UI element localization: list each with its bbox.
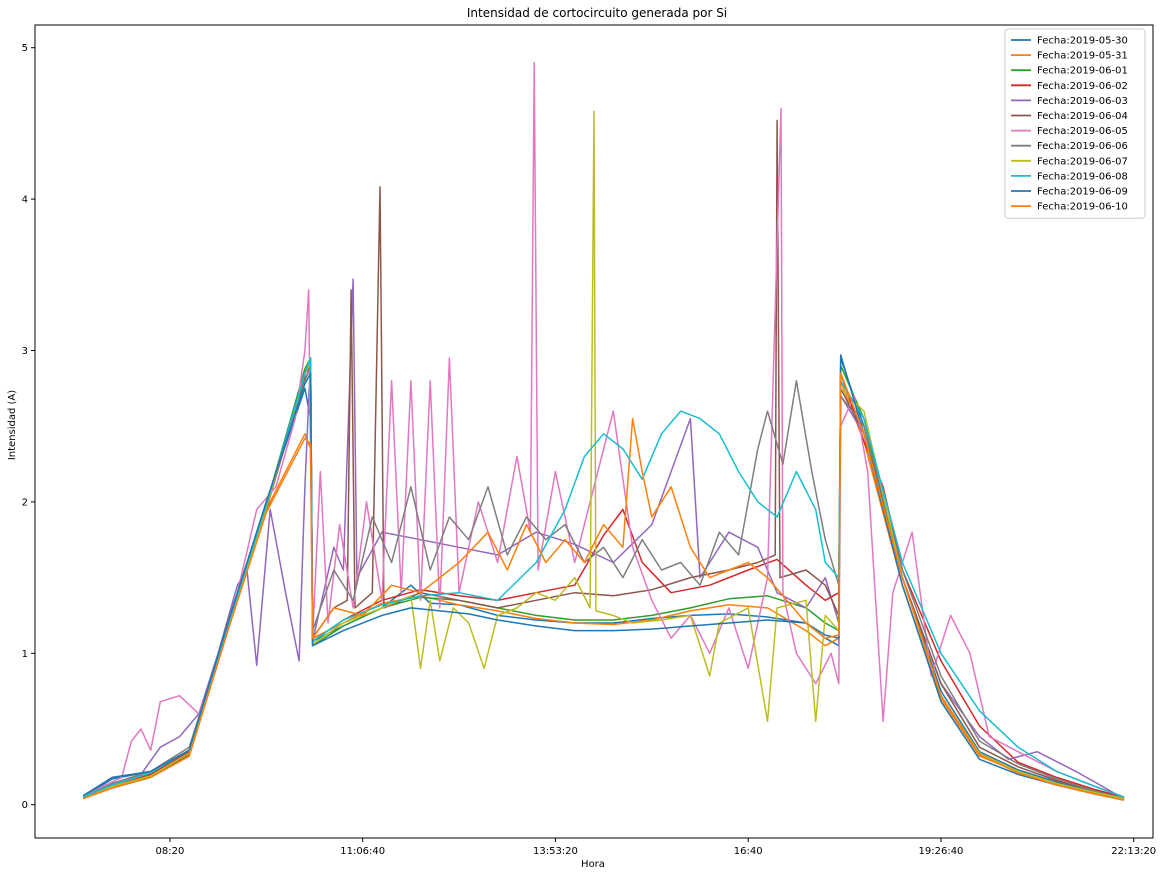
- x-tick-label: 08:20: [156, 846, 185, 857]
- legend: Fecha:2019-05-30 Fecha:2019-05-31 Fecha:20…: [1004, 28, 1146, 219]
- y-tick-label: 0: [22, 800, 28, 811]
- x-axis-title: Hora: [581, 859, 605, 870]
- legend-label: Fecha:2019-06-04: [1037, 111, 1128, 122]
- series-line-12: [82, 372, 1125, 801]
- legend-box: [1004, 28, 1146, 219]
- y-axis-title: Intensidad (A): [7, 390, 18, 460]
- series-line-10: [82, 357, 1125, 798]
- x-tick-label: 22:13:20: [1111, 846, 1156, 857]
- y-tick-label: 2: [22, 497, 28, 508]
- x-tick-label: 16:40: [734, 846, 763, 857]
- y-tick-label: 3: [22, 346, 28, 357]
- series-line-11: [82, 354, 1125, 801]
- x-tick-label: 19:26:40: [919, 846, 964, 857]
- y-tick-label: 4: [22, 195, 28, 206]
- legend-label: Fecha:2019-06-07: [1037, 156, 1128, 167]
- y-tick-label: 5: [22, 43, 28, 54]
- chart-title: Intensidad de cortocircuito generada por…: [467, 6, 727, 20]
- series-line-7: [82, 62, 1125, 798]
- legend-label: Fecha:2019-06-03: [1037, 96, 1128, 107]
- plot-frame: [34, 24, 1154, 839]
- legend-label: Fecha:2019-05-31: [1037, 51, 1128, 62]
- legend-label: Fecha:2019-06-09: [1037, 187, 1128, 198]
- legend-label: Fecha:2019-05-30: [1037, 36, 1128, 47]
- series-line-1: [82, 357, 1125, 798]
- y-tick-label: 1: [22, 649, 28, 660]
- series-line-6: [82, 119, 1125, 800]
- x-axis: 08:20 11:06:40 13:53:20 16:40 19:26:40 22:13:…: [156, 838, 1156, 857]
- legend-label: Fecha:2019-06-01: [1037, 66, 1128, 77]
- x-tick-label: 11:06:40: [340, 846, 385, 857]
- legend-label: Fecha:2019-06-10: [1037, 202, 1128, 213]
- plot-area: [82, 62, 1125, 801]
- x-tick-label: 13:53:20: [533, 846, 578, 857]
- y-axis: 0 1 2 3 4 5: [22, 43, 35, 811]
- legend-label: Fecha:2019-06-05: [1037, 126, 1128, 137]
- series-line-9: [82, 110, 1125, 800]
- legend-label: Fecha:2019-06-06: [1037, 141, 1128, 152]
- legend-label: Fecha:2019-06-02: [1037, 81, 1128, 92]
- legend-label: Fecha:2019-06-08: [1037, 171, 1128, 182]
